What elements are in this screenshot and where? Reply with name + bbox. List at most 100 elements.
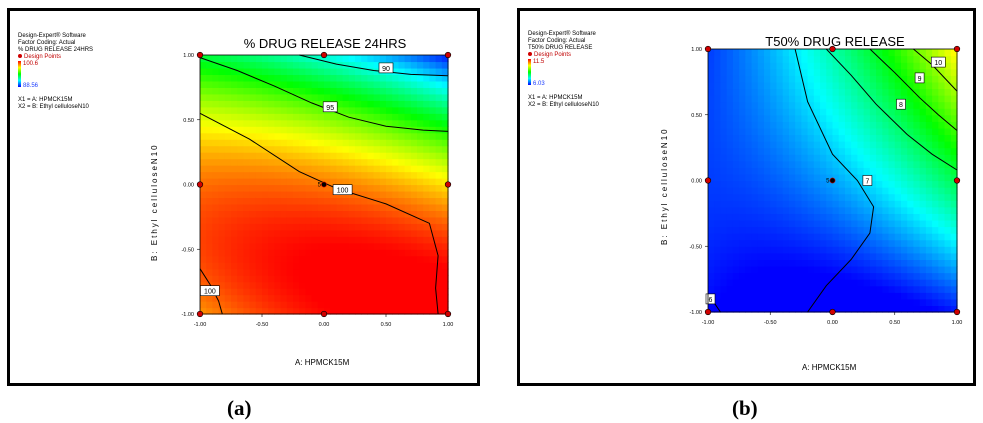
heatmap-cell bbox=[311, 178, 319, 186]
heatmap-cell bbox=[857, 285, 865, 293]
contour-line-8 bbox=[825, 48, 958, 171]
heatmap-cell bbox=[732, 279, 740, 287]
heatmap-cell bbox=[720, 88, 728, 96]
heatmap-cell bbox=[726, 200, 734, 208]
heatmap-cell bbox=[714, 219, 722, 228]
heatmap-cell bbox=[268, 262, 275, 270]
heatmap-cell bbox=[863, 187, 871, 195]
heatmap-cell bbox=[894, 154, 902, 162]
heatmap-cell bbox=[417, 106, 424, 114]
heatmap-cell bbox=[429, 152, 437, 160]
heatmap-cell bbox=[243, 178, 251, 186]
heatmap-cell bbox=[268, 152, 275, 160]
heatmap-cell bbox=[770, 213, 778, 221]
heatmap-cell bbox=[888, 233, 896, 241]
heatmap-cell bbox=[392, 288, 399, 296]
heatmap-cell bbox=[410, 158, 418, 166]
heatmap-cell bbox=[218, 74, 226, 82]
heatmap-cell bbox=[708, 134, 715, 142]
colorbar-gradient bbox=[18, 61, 21, 87]
heatmap-cell bbox=[410, 307, 418, 315]
heatmap-cell bbox=[218, 307, 226, 315]
heatmap-cell bbox=[367, 139, 375, 147]
heatmap-cell bbox=[894, 108, 902, 116]
heatmap-cell bbox=[404, 223, 412, 231]
heatmap-cell bbox=[342, 119, 350, 127]
heatmap-cell bbox=[429, 288, 437, 296]
design-point bbox=[704, 308, 712, 316]
heatmap-cell bbox=[751, 213, 759, 221]
heatmap-cell bbox=[410, 197, 418, 205]
heatmap-cell bbox=[894, 233, 902, 241]
heatmap-cell bbox=[305, 216, 313, 224]
heatmap-cell bbox=[863, 62, 871, 70]
heatmap-cell bbox=[286, 301, 294, 309]
heatmap-cell bbox=[807, 226, 815, 234]
heatmap-cell bbox=[299, 178, 306, 186]
heatmap-cell bbox=[367, 288, 375, 296]
heatmap-cell bbox=[907, 108, 915, 116]
heatmap-cell bbox=[212, 113, 220, 121]
heatmap-cell bbox=[441, 132, 449, 140]
heatmap-cell bbox=[801, 193, 809, 201]
heatmap-cell bbox=[404, 126, 412, 134]
heatmap-cell bbox=[919, 114, 927, 122]
heatmap-cell bbox=[417, 197, 424, 205]
heatmap-cell bbox=[417, 61, 424, 69]
heatmap-cell bbox=[299, 281, 306, 289]
heatmap-cell bbox=[243, 74, 251, 82]
heatmap-cell bbox=[801, 95, 809, 103]
heatmap-cell bbox=[398, 210, 406, 218]
heatmap-cell bbox=[813, 305, 821, 313]
heatmap-cell bbox=[857, 265, 865, 274]
heatmap-cell bbox=[751, 75, 759, 83]
heatmap-cell bbox=[249, 126, 257, 134]
heatmap-cell bbox=[435, 262, 443, 270]
heatmap-cell bbox=[813, 114, 821, 122]
heatmap-cell bbox=[776, 62, 784, 70]
heatmap-cell bbox=[336, 87, 344, 95]
heatmap-cell bbox=[262, 236, 269, 244]
heatmap-cell bbox=[293, 67, 300, 76]
heatmap-cell bbox=[950, 134, 958, 142]
heatmap-cell bbox=[869, 180, 877, 188]
heatmap-cell bbox=[739, 88, 746, 96]
heatmap-cell bbox=[720, 49, 728, 57]
heatmap-cell bbox=[392, 80, 399, 88]
heatmap-cell bbox=[274, 100, 282, 108]
heatmap-cell bbox=[894, 206, 902, 214]
heatmap-cell bbox=[745, 55, 753, 63]
heatmap-cell bbox=[224, 152, 232, 160]
heatmap-cell bbox=[268, 126, 275, 134]
heatmap-cell bbox=[732, 75, 740, 83]
heatmap-cell bbox=[826, 239, 834, 247]
heatmap-cell bbox=[330, 294, 337, 302]
contour-label: 8 bbox=[899, 102, 903, 109]
heatmap-cell bbox=[813, 68, 821, 76]
heatmap-cell bbox=[249, 165, 257, 173]
heatmap-cell bbox=[844, 252, 852, 260]
heatmap-cell bbox=[262, 74, 269, 82]
heatmap-cell bbox=[838, 127, 846, 136]
heatmap-cell bbox=[305, 87, 313, 95]
heatmap-cell bbox=[869, 259, 877, 267]
heatmap-cell bbox=[894, 239, 902, 247]
heatmap-cell bbox=[212, 55, 220, 63]
heatmap-cell bbox=[764, 187, 771, 195]
heatmap-cell bbox=[373, 288, 381, 296]
heatmap-cell bbox=[423, 288, 430, 296]
heatmap-cell bbox=[757, 292, 765, 300]
heatmap-cell bbox=[200, 74, 207, 82]
heatmap-cell bbox=[305, 275, 313, 283]
heatmap-cell bbox=[888, 259, 896, 267]
heatmap-cell bbox=[212, 152, 220, 160]
heatmap-cell bbox=[807, 160, 815, 168]
heatmap-cell bbox=[206, 152, 213, 160]
heatmap-cell bbox=[807, 49, 815, 57]
heatmap-cell bbox=[788, 154, 796, 162]
heatmap-cell bbox=[919, 272, 927, 280]
heatmap-cell bbox=[200, 242, 207, 250]
heatmap-cell bbox=[373, 216, 381, 224]
heatmap-cell bbox=[255, 229, 263, 237]
heatmap-cell bbox=[882, 292, 890, 300]
